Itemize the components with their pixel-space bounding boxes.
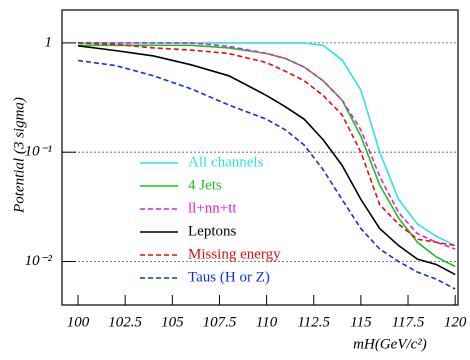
- x-tick-label: 107.5: [203, 314, 237, 330]
- y-tick-label: 10⁻²: [25, 253, 53, 269]
- series-line: [77, 59, 456, 290]
- x-tick-label: 120: [444, 314, 467, 330]
- legend-label: Taus (H or Z): [188, 269, 270, 285]
- x-tick-label: 110: [256, 314, 278, 330]
- y-tick-label: 1: [45, 34, 53, 50]
- legend-label: Missing energy: [188, 246, 281, 262]
- series-line: [77, 42, 456, 247]
- y-axis-label: Potential (3 sigma): [11, 97, 27, 214]
- x-tick-label: 117.5: [392, 314, 425, 330]
- legend-label: All channels: [188, 154, 264, 170]
- legend-label: Leptons: [188, 223, 236, 239]
- x-tick-label: 115: [350, 314, 372, 330]
- series-line: [78, 44, 456, 268]
- series-line: [78, 42, 456, 250]
- x-axis-label: mH(GeV/c²): [353, 336, 427, 352]
- legend-label: ll+nn+tt: [188, 200, 237, 216]
- series-line: [77, 45, 456, 276]
- x-tick-label: 102.5: [108, 314, 142, 330]
- series-line: [78, 42, 456, 247]
- x-tick-label: 112.5: [297, 314, 330, 330]
- plot-frame: [61, 9, 459, 306]
- x-tick-label: 100: [67, 314, 90, 330]
- y-tick-label: 10⁻¹: [25, 144, 53, 160]
- legend-label: 4 Jets: [188, 177, 222, 193]
- x-tick-label: 105: [161, 314, 184, 330]
